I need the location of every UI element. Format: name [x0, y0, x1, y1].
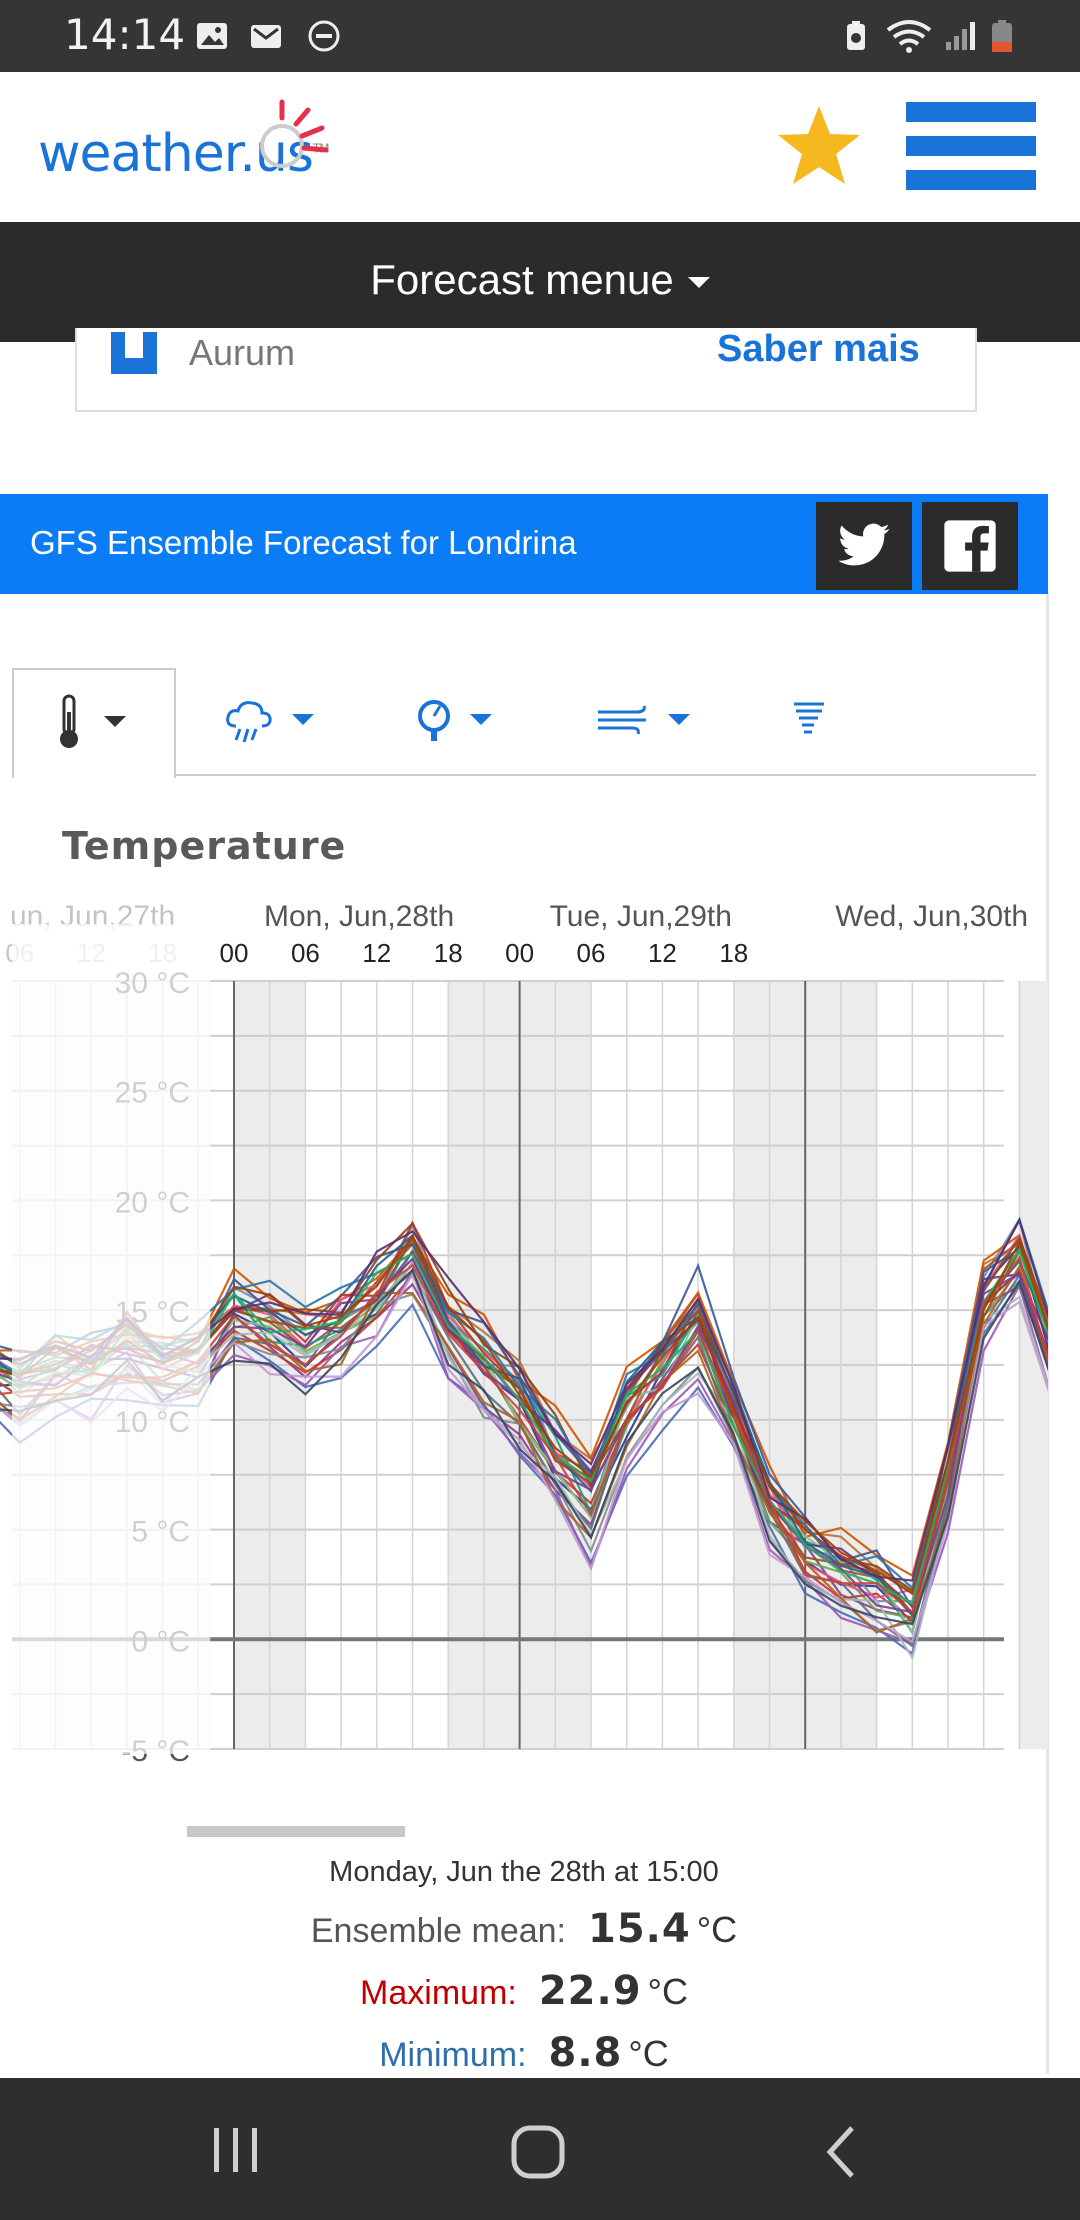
min-value: 8.8 [548, 2030, 623, 2076]
ensemble-member-line [0, 1272, 1048, 1656]
min-unit: °C [628, 2033, 669, 2074]
tab-pressure[interactable] [416, 690, 526, 750]
ad-logo-icon [111, 332, 157, 374]
readout-max: Maximum: 22.9 °C [0, 1968, 1048, 2014]
x-tick-label: 06 [291, 938, 320, 968]
ensemble-member-line [0, 1239, 1048, 1618]
x-tick-label: 18 [719, 938, 748, 968]
x-tick-label: 18 [434, 938, 463, 968]
past-fade [12, 924, 211, 1754]
ensemble-member-line [0, 1233, 1048, 1618]
section-title-bar: GFS Ensemble Forecast for Londrina [0, 494, 1048, 594]
logo-sun-icon [260, 99, 329, 168]
ensemble-member-line [0, 1268, 1048, 1626]
site-header: weather.usTM [0, 72, 1080, 222]
mean-label: Ensemble mean: [310, 1912, 567, 1950]
status-bar: 14:14 [0, 0, 1080, 72]
mail-icon [251, 25, 281, 48]
temperature-chart[interactable]: 30 °C25 °C20 °C15 °C10 °C5 °C0 °C-5 °C61… [0, 884, 1048, 1764]
twitter-icon [838, 523, 890, 566]
ensemble-member-line [0, 1217, 1048, 1582]
readout-date: Monday, Jun the 28th at 15:00 [329, 1856, 719, 1888]
day-label: Tue, Jun,29th [550, 900, 732, 933]
ad-cta-link[interactable]: Saber mais [717, 328, 920, 370]
max-label: Maximum: [360, 1974, 517, 2012]
system-nav-bar [0, 2078, 1080, 2220]
min-label: Minimum: [379, 2036, 527, 2074]
tab-storm[interactable] [790, 690, 840, 750]
ensemble-member-line [0, 1233, 1048, 1578]
readout-mean: Ensemble mean: 15.4 °C [0, 1906, 1048, 1952]
ensemble-member-line [0, 1273, 1048, 1623]
x-tick-label: 06 [577, 938, 606, 968]
max-unit: °C [647, 1971, 688, 2012]
signal-icon [946, 22, 975, 50]
status-time: 14:14 [64, 10, 186, 59]
caret-down-icon [292, 714, 314, 725]
x-tick-label: 12 [362, 938, 391, 968]
caret-down-icon [470, 714, 492, 725]
ad-banner[interactable]: Aurum Saber mais [75, 328, 977, 412]
twitter-button[interactable] [816, 502, 912, 590]
wind-icon [598, 705, 646, 735]
section-title: GFS Ensemble Forecast for Londrina [30, 524, 577, 561]
x-tick-label: 00 [505, 938, 534, 968]
pressure-gauge-icon [418, 700, 450, 741]
battery-low-icon [992, 20, 1012, 52]
max-value: 22.9 [538, 1968, 642, 2014]
mean-value: 15.4 [588, 1906, 691, 1952]
tab-temperature[interactable] [12, 668, 176, 778]
mean-unit: °C [696, 1909, 738, 1950]
day-label: Wed, Jun,30th [835, 900, 1028, 933]
recent-apps-icon[interactable] [208, 2122, 264, 2178]
home-icon[interactable] [508, 2122, 568, 2182]
tab-wind[interactable] [596, 690, 706, 750]
chart-scrollbar[interactable] [187, 1826, 405, 1837]
chart-title: Temperature [62, 824, 347, 868]
ensemble-member-line [0, 1233, 1048, 1596]
night-band [1019, 981, 1048, 1749]
do-not-disturb-icon [308, 20, 340, 52]
wifi-icon [886, 20, 932, 53]
back-icon[interactable] [816, 2122, 872, 2182]
ensemble-member-line [0, 1249, 1048, 1614]
thermometer-icon [60, 694, 78, 748]
readout-min: Minimum: 8.8 °C [0, 2030, 1048, 2076]
caret-down-icon [668, 714, 690, 725]
star-icon[interactable] [774, 102, 864, 188]
ensemble-member-line [0, 1255, 1048, 1614]
x-tick-label: 00 [220, 938, 249, 968]
caret-down-icon [687, 277, 710, 289]
forecast-menu-label: Forecast menue [370, 256, 674, 303]
image-icon [197, 23, 227, 49]
forecast-menu-bar[interactable]: Forecast menue [0, 222, 1080, 342]
ensemble-member-line [0, 1261, 1048, 1661]
battery-saver-icon [847, 21, 865, 50]
tab-precipitation[interactable] [224, 690, 334, 750]
day-label: Mon, Jun,28th [264, 900, 454, 933]
caret-down-icon [104, 716, 126, 727]
tab-underline [172, 774, 1036, 776]
facebook-icon [944, 520, 996, 572]
facebook-button[interactable] [922, 502, 1018, 590]
hamburger-icon[interactable] [906, 102, 1036, 192]
ensemble-member-line [0, 1247, 1048, 1606]
ad-brand: Aurum [189, 332, 296, 373]
x-tick-label: 12 [648, 938, 677, 968]
rain-cloud-icon [226, 701, 272, 743]
tornado-icon [794, 702, 824, 734]
